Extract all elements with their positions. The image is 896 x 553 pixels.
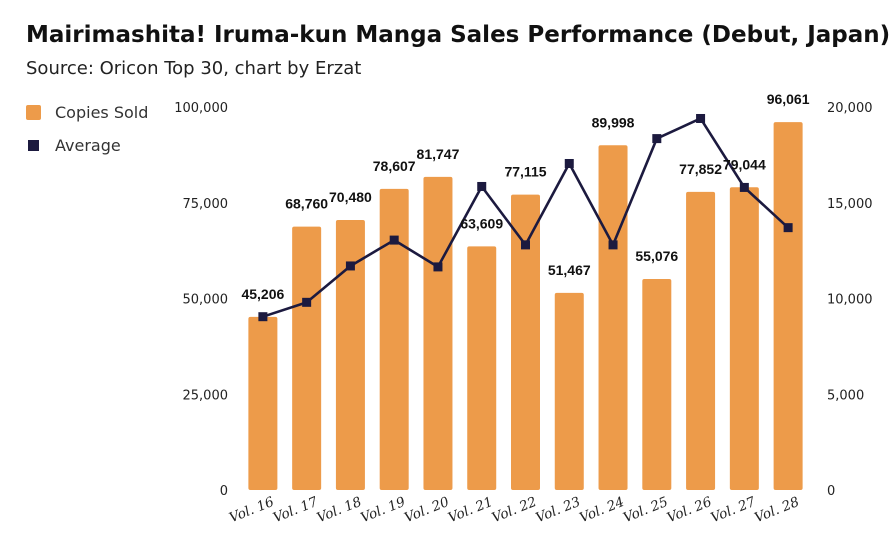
bar-data-label: 68,760 — [285, 196, 328, 212]
chart-subtitle: Source: Oricon Top 30, chart by Erzat — [26, 58, 362, 79]
x-axis-tick-label: Vol. 21 — [446, 494, 495, 526]
x-axis-tick-label: Vol. 17 — [271, 494, 321, 526]
legend-label-average: Average — [55, 136, 121, 155]
bar — [292, 226, 322, 490]
bar-data-label: 55,076 — [635, 248, 678, 264]
bar-data-label: 77,852 — [679, 161, 722, 177]
bar-data-label: 96,061 — [767, 91, 810, 107]
bar-data-label: 63,609 — [460, 215, 503, 231]
bar-data-label: 51,467 — [548, 262, 591, 278]
right-axis-tick-label: 0 — [827, 484, 835, 499]
x-axis-tick-label: Vol. 16 — [227, 494, 277, 526]
bar — [686, 191, 716, 490]
x-axis-tick-label: Vol. 22 — [490, 494, 539, 526]
line-marker — [783, 223, 793, 233]
x-axis-tick-label: Vol. 25 — [621, 494, 670, 526]
bar — [379, 188, 409, 491]
x-axis-tick-label: Vol. 19 — [358, 494, 408, 526]
line-marker — [345, 261, 355, 271]
left-axis-ticks: 0 25,000 50,000 75,000 100,000 — [174, 101, 228, 499]
line-marker — [739, 182, 749, 192]
left-axis-tick-label: 100,000 — [174, 101, 228, 116]
bar — [598, 145, 628, 490]
bar-data-label: 77,115 — [504, 164, 546, 180]
line-marker — [433, 262, 443, 272]
right-axis-tick-label: 5,000 — [827, 388, 864, 403]
bar-data-label: 89,998 — [592, 114, 635, 130]
legend: Copies Sold Average — [26, 96, 148, 162]
bar-data-label: 78,607 — [373, 158, 416, 174]
legend-item-copies-sold: Copies Sold — [26, 96, 148, 129]
legend-item-average: Average — [26, 129, 148, 162]
line-marker — [477, 181, 487, 191]
x-axis-tick-label: Vol. 23 — [533, 494, 582, 526]
left-axis-tick-label: 0 — [220, 484, 228, 499]
line-series-average — [258, 113, 793, 322]
line-marker — [696, 113, 706, 123]
left-axis-tick-label: 50,000 — [183, 293, 229, 308]
bar — [467, 246, 497, 490]
line-marker — [564, 158, 574, 168]
bar-data-label: 79,044 — [723, 156, 766, 172]
chart-title: Mairimashita! Iruma-kun Manga Sales Perf… — [26, 22, 891, 48]
x-axis-tick-label: Vol. 27 — [709, 494, 759, 526]
bar — [511, 194, 540, 491]
x-axis-tick-label: Vol. 24 — [577, 494, 626, 526]
left-axis-tick-label: 25,000 — [183, 388, 229, 403]
x-axis-tick-label: Vol. 18 — [315, 494, 365, 526]
line-marker — [389, 235, 399, 245]
line-marker — [652, 134, 662, 144]
x-axis-tick-label: Vol. 28 — [752, 494, 802, 526]
legend-label-copies-sold: Copies Sold — [55, 103, 149, 122]
right-axis-ticks: 0 5,000 10,000 15,000 20,000 — [827, 101, 873, 499]
x-axis-tick-label: Vol. 20 — [402, 494, 452, 526]
line-marker — [302, 297, 312, 307]
line-marker — [521, 240, 530, 250]
bar-data-label: 70,480 — [329, 189, 372, 205]
bar — [729, 187, 759, 490]
bar — [248, 316, 278, 490]
bar — [554, 292, 584, 490]
line-marker — [258, 312, 268, 322]
bar — [773, 122, 803, 491]
right-axis-tick-label: 20,000 — [827, 101, 873, 116]
legend-swatch-bar — [26, 105, 41, 120]
right-axis-tick-label: 10,000 — [827, 293, 873, 308]
bar — [335, 220, 365, 491]
bar — [423, 176, 453, 490]
legend-swatch-line — [28, 140, 39, 151]
left-axis-tick-label: 75,000 — [183, 197, 229, 212]
bar — [642, 279, 672, 490]
bar-data-label: 45,206 — [241, 286, 284, 302]
x-axis-tick-label: Vol. 26 — [665, 494, 715, 526]
line-marker — [608, 240, 618, 250]
bar-data-label: 81,747 — [417, 146, 460, 162]
right-axis-tick-label: 15,000 — [827, 197, 873, 212]
